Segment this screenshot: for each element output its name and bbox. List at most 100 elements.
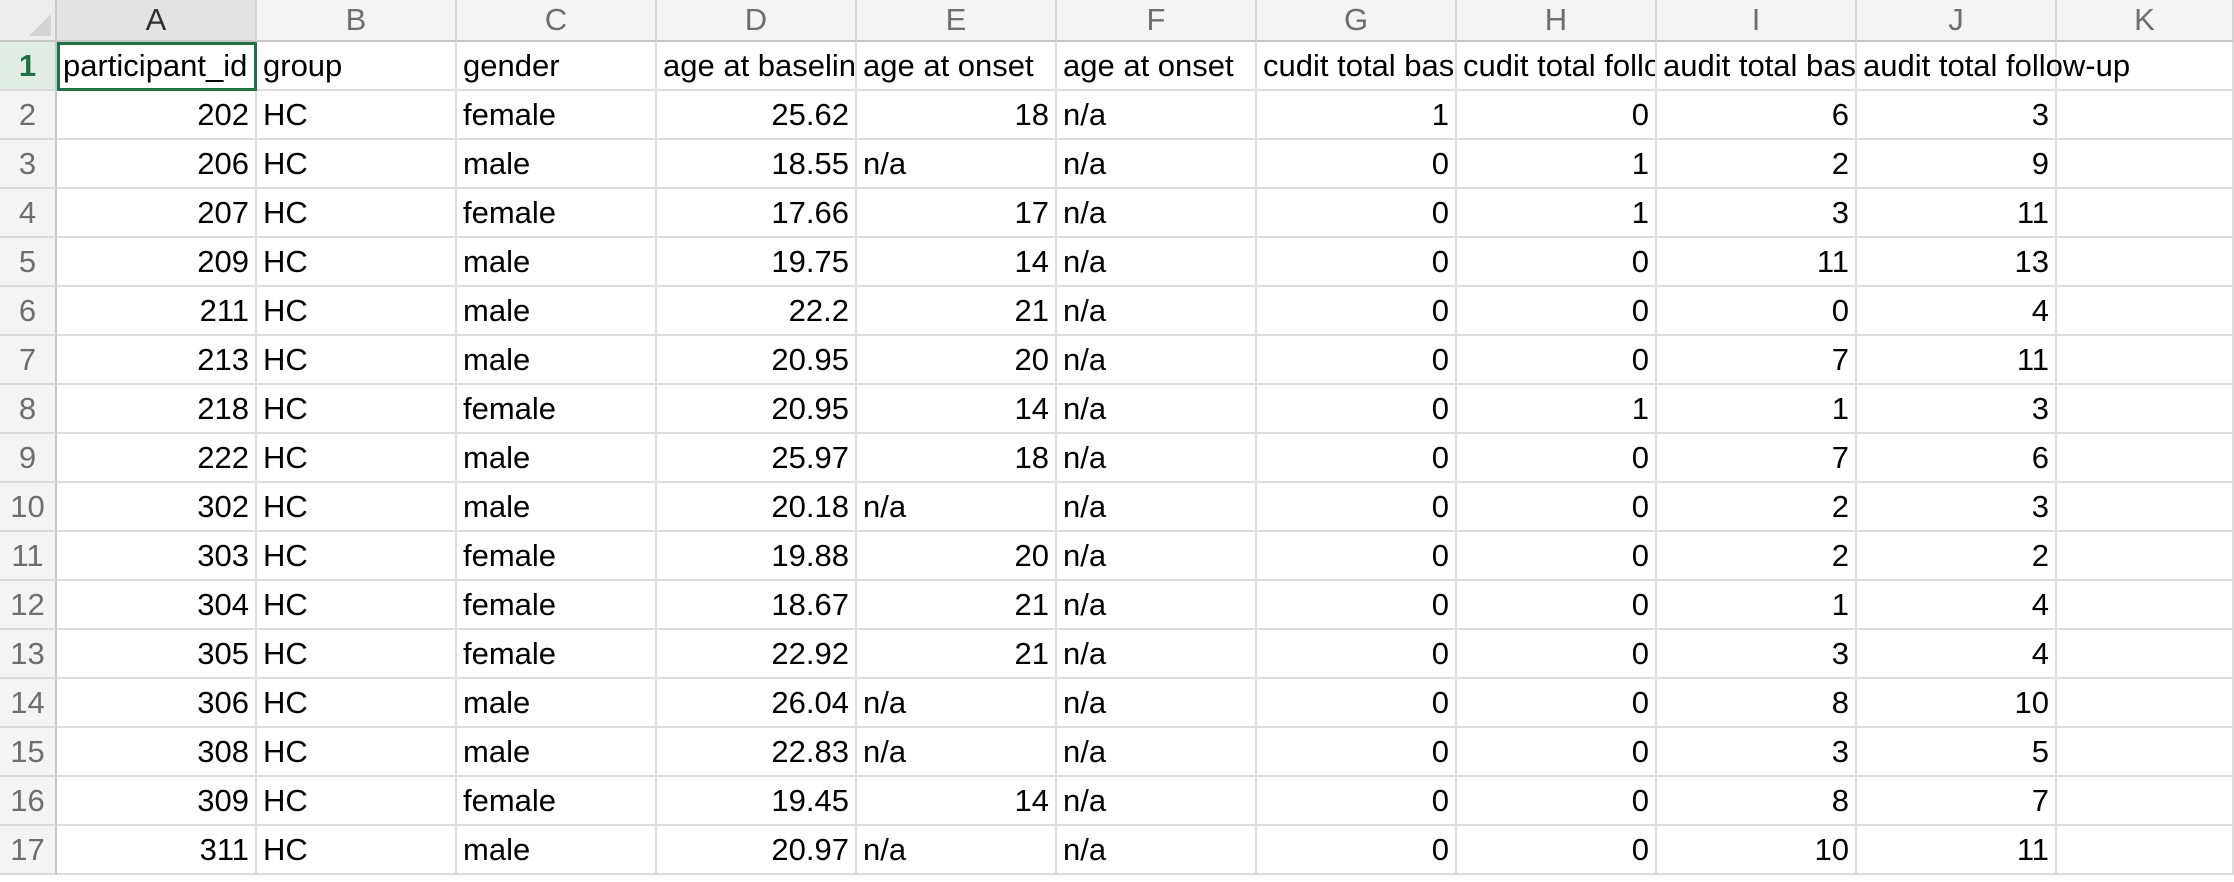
cell-d13[interactable]: 22.92: [657, 630, 857, 679]
cell-h16[interactable]: 0: [1457, 777, 1657, 826]
cell-k11[interactable]: [2057, 532, 2234, 581]
cell-g11[interactable]: 0: [1257, 532, 1457, 581]
row-header-9[interactable]: 9: [0, 434, 57, 483]
cell-e3[interactable]: n/a: [857, 140, 1057, 189]
cell-g8[interactable]: 0: [1257, 385, 1457, 434]
cell-h8[interactable]: 1: [1457, 385, 1657, 434]
header-cell-f[interactable]: age at onset: [1057, 42, 1257, 91]
cell-d12[interactable]: 18.67: [657, 581, 857, 630]
select-all-button[interactable]: [0, 0, 57, 42]
cell-i15[interactable]: 3: [1657, 728, 1857, 777]
cell-a10[interactable]: 302: [57, 483, 257, 532]
cell-e5[interactable]: 14: [857, 238, 1057, 287]
column-header-k[interactable]: K: [2057, 0, 2234, 42]
cell-a7[interactable]: 213: [57, 336, 257, 385]
cell-f3[interactable]: n/a: [1057, 140, 1257, 189]
cell-c8[interactable]: female: [457, 385, 657, 434]
cell-b12[interactable]: HC: [257, 581, 457, 630]
cell-e14[interactable]: n/a: [857, 679, 1057, 728]
header-cell-k[interactable]: [2057, 42, 2234, 91]
cell-j2[interactable]: 3: [1857, 91, 2057, 140]
cell-g5[interactable]: 0: [1257, 238, 1457, 287]
cell-f11[interactable]: n/a: [1057, 532, 1257, 581]
row-header-11[interactable]: 11: [0, 532, 57, 581]
row-header-1[interactable]: 1: [0, 42, 57, 91]
header-cell-d[interactable]: age at baseline: [657, 42, 857, 91]
cell-f12[interactable]: n/a: [1057, 581, 1257, 630]
cell-b11[interactable]: HC: [257, 532, 457, 581]
cell-c15[interactable]: male: [457, 728, 657, 777]
cell-h10[interactable]: 0: [1457, 483, 1657, 532]
cell-g3[interactable]: 0: [1257, 140, 1457, 189]
cell-a6[interactable]: 211: [57, 287, 257, 336]
cell-g13[interactable]: 0: [1257, 630, 1457, 679]
cell-e10[interactable]: n/a: [857, 483, 1057, 532]
column-header-f[interactable]: F: [1057, 0, 1257, 42]
cell-c5[interactable]: male: [457, 238, 657, 287]
cell-g4[interactable]: 0: [1257, 189, 1457, 238]
cell-c4[interactable]: female: [457, 189, 657, 238]
cell-k16[interactable]: [2057, 777, 2234, 826]
row-header-10[interactable]: 10: [0, 483, 57, 532]
header-cell-h[interactable]: cudit total follow-up: [1457, 42, 1657, 91]
row-header-15[interactable]: 15: [0, 728, 57, 777]
cell-f14[interactable]: n/a: [1057, 679, 1257, 728]
cell-b4[interactable]: HC: [257, 189, 457, 238]
cell-i13[interactable]: 3: [1657, 630, 1857, 679]
cell-f9[interactable]: n/a: [1057, 434, 1257, 483]
cell-i8[interactable]: 1: [1657, 385, 1857, 434]
cell-e15[interactable]: n/a: [857, 728, 1057, 777]
cell-g7[interactable]: 0: [1257, 336, 1457, 385]
header-cell-c[interactable]: gender: [457, 42, 657, 91]
header-cell-i[interactable]: audit total baseline: [1657, 42, 1857, 91]
cell-a11[interactable]: 303: [57, 532, 257, 581]
cell-i9[interactable]: 7: [1657, 434, 1857, 483]
cell-k3[interactable]: [2057, 140, 2234, 189]
column-header-c[interactable]: C: [457, 0, 657, 42]
cell-j15[interactable]: 5: [1857, 728, 2057, 777]
cell-d3[interactable]: 18.55: [657, 140, 857, 189]
cell-c11[interactable]: female: [457, 532, 657, 581]
row-header-16[interactable]: 16: [0, 777, 57, 826]
cell-c13[interactable]: female: [457, 630, 657, 679]
cell-k5[interactable]: [2057, 238, 2234, 287]
cell-f5[interactable]: n/a: [1057, 238, 1257, 287]
cell-a4[interactable]: 207: [57, 189, 257, 238]
cell-g6[interactable]: 0: [1257, 287, 1457, 336]
cell-a8[interactable]: 218: [57, 385, 257, 434]
cell-h3[interactable]: 1: [1457, 140, 1657, 189]
cell-i5[interactable]: 11: [1657, 238, 1857, 287]
cell-b14[interactable]: HC: [257, 679, 457, 728]
cell-e13[interactable]: 21: [857, 630, 1057, 679]
cell-f15[interactable]: n/a: [1057, 728, 1257, 777]
cell-e4[interactable]: 17: [857, 189, 1057, 238]
cell-c6[interactable]: male: [457, 287, 657, 336]
cell-h4[interactable]: 1: [1457, 189, 1657, 238]
header-cell-b[interactable]: group: [257, 42, 457, 91]
cell-j4[interactable]: 11: [1857, 189, 2057, 238]
cell-e17[interactable]: n/a: [857, 826, 1057, 875]
cell-g14[interactable]: 0: [1257, 679, 1457, 728]
cell-i6[interactable]: 0: [1657, 287, 1857, 336]
cell-k13[interactable]: [2057, 630, 2234, 679]
cell-f8[interactable]: n/a: [1057, 385, 1257, 434]
row-header-8[interactable]: 8: [0, 385, 57, 434]
cell-b7[interactable]: HC: [257, 336, 457, 385]
cell-k7[interactable]: [2057, 336, 2234, 385]
row-header-17[interactable]: 17: [0, 826, 57, 875]
cell-f10[interactable]: n/a: [1057, 483, 1257, 532]
cell-i7[interactable]: 7: [1657, 336, 1857, 385]
cell-c2[interactable]: female: [457, 91, 657, 140]
cell-g17[interactable]: 0: [1257, 826, 1457, 875]
cell-b10[interactable]: HC: [257, 483, 457, 532]
row-header-3[interactable]: 3: [0, 140, 57, 189]
column-header-b[interactable]: B: [257, 0, 457, 42]
cell-i2[interactable]: 6: [1657, 91, 1857, 140]
cell-h14[interactable]: 0: [1457, 679, 1657, 728]
cell-c14[interactable]: male: [457, 679, 657, 728]
header-cell-j[interactable]: audit total follow-up: [1857, 42, 2130, 91]
cell-g15[interactable]: 0: [1257, 728, 1457, 777]
cell-i3[interactable]: 2: [1657, 140, 1857, 189]
cell-g12[interactable]: 0: [1257, 581, 1457, 630]
